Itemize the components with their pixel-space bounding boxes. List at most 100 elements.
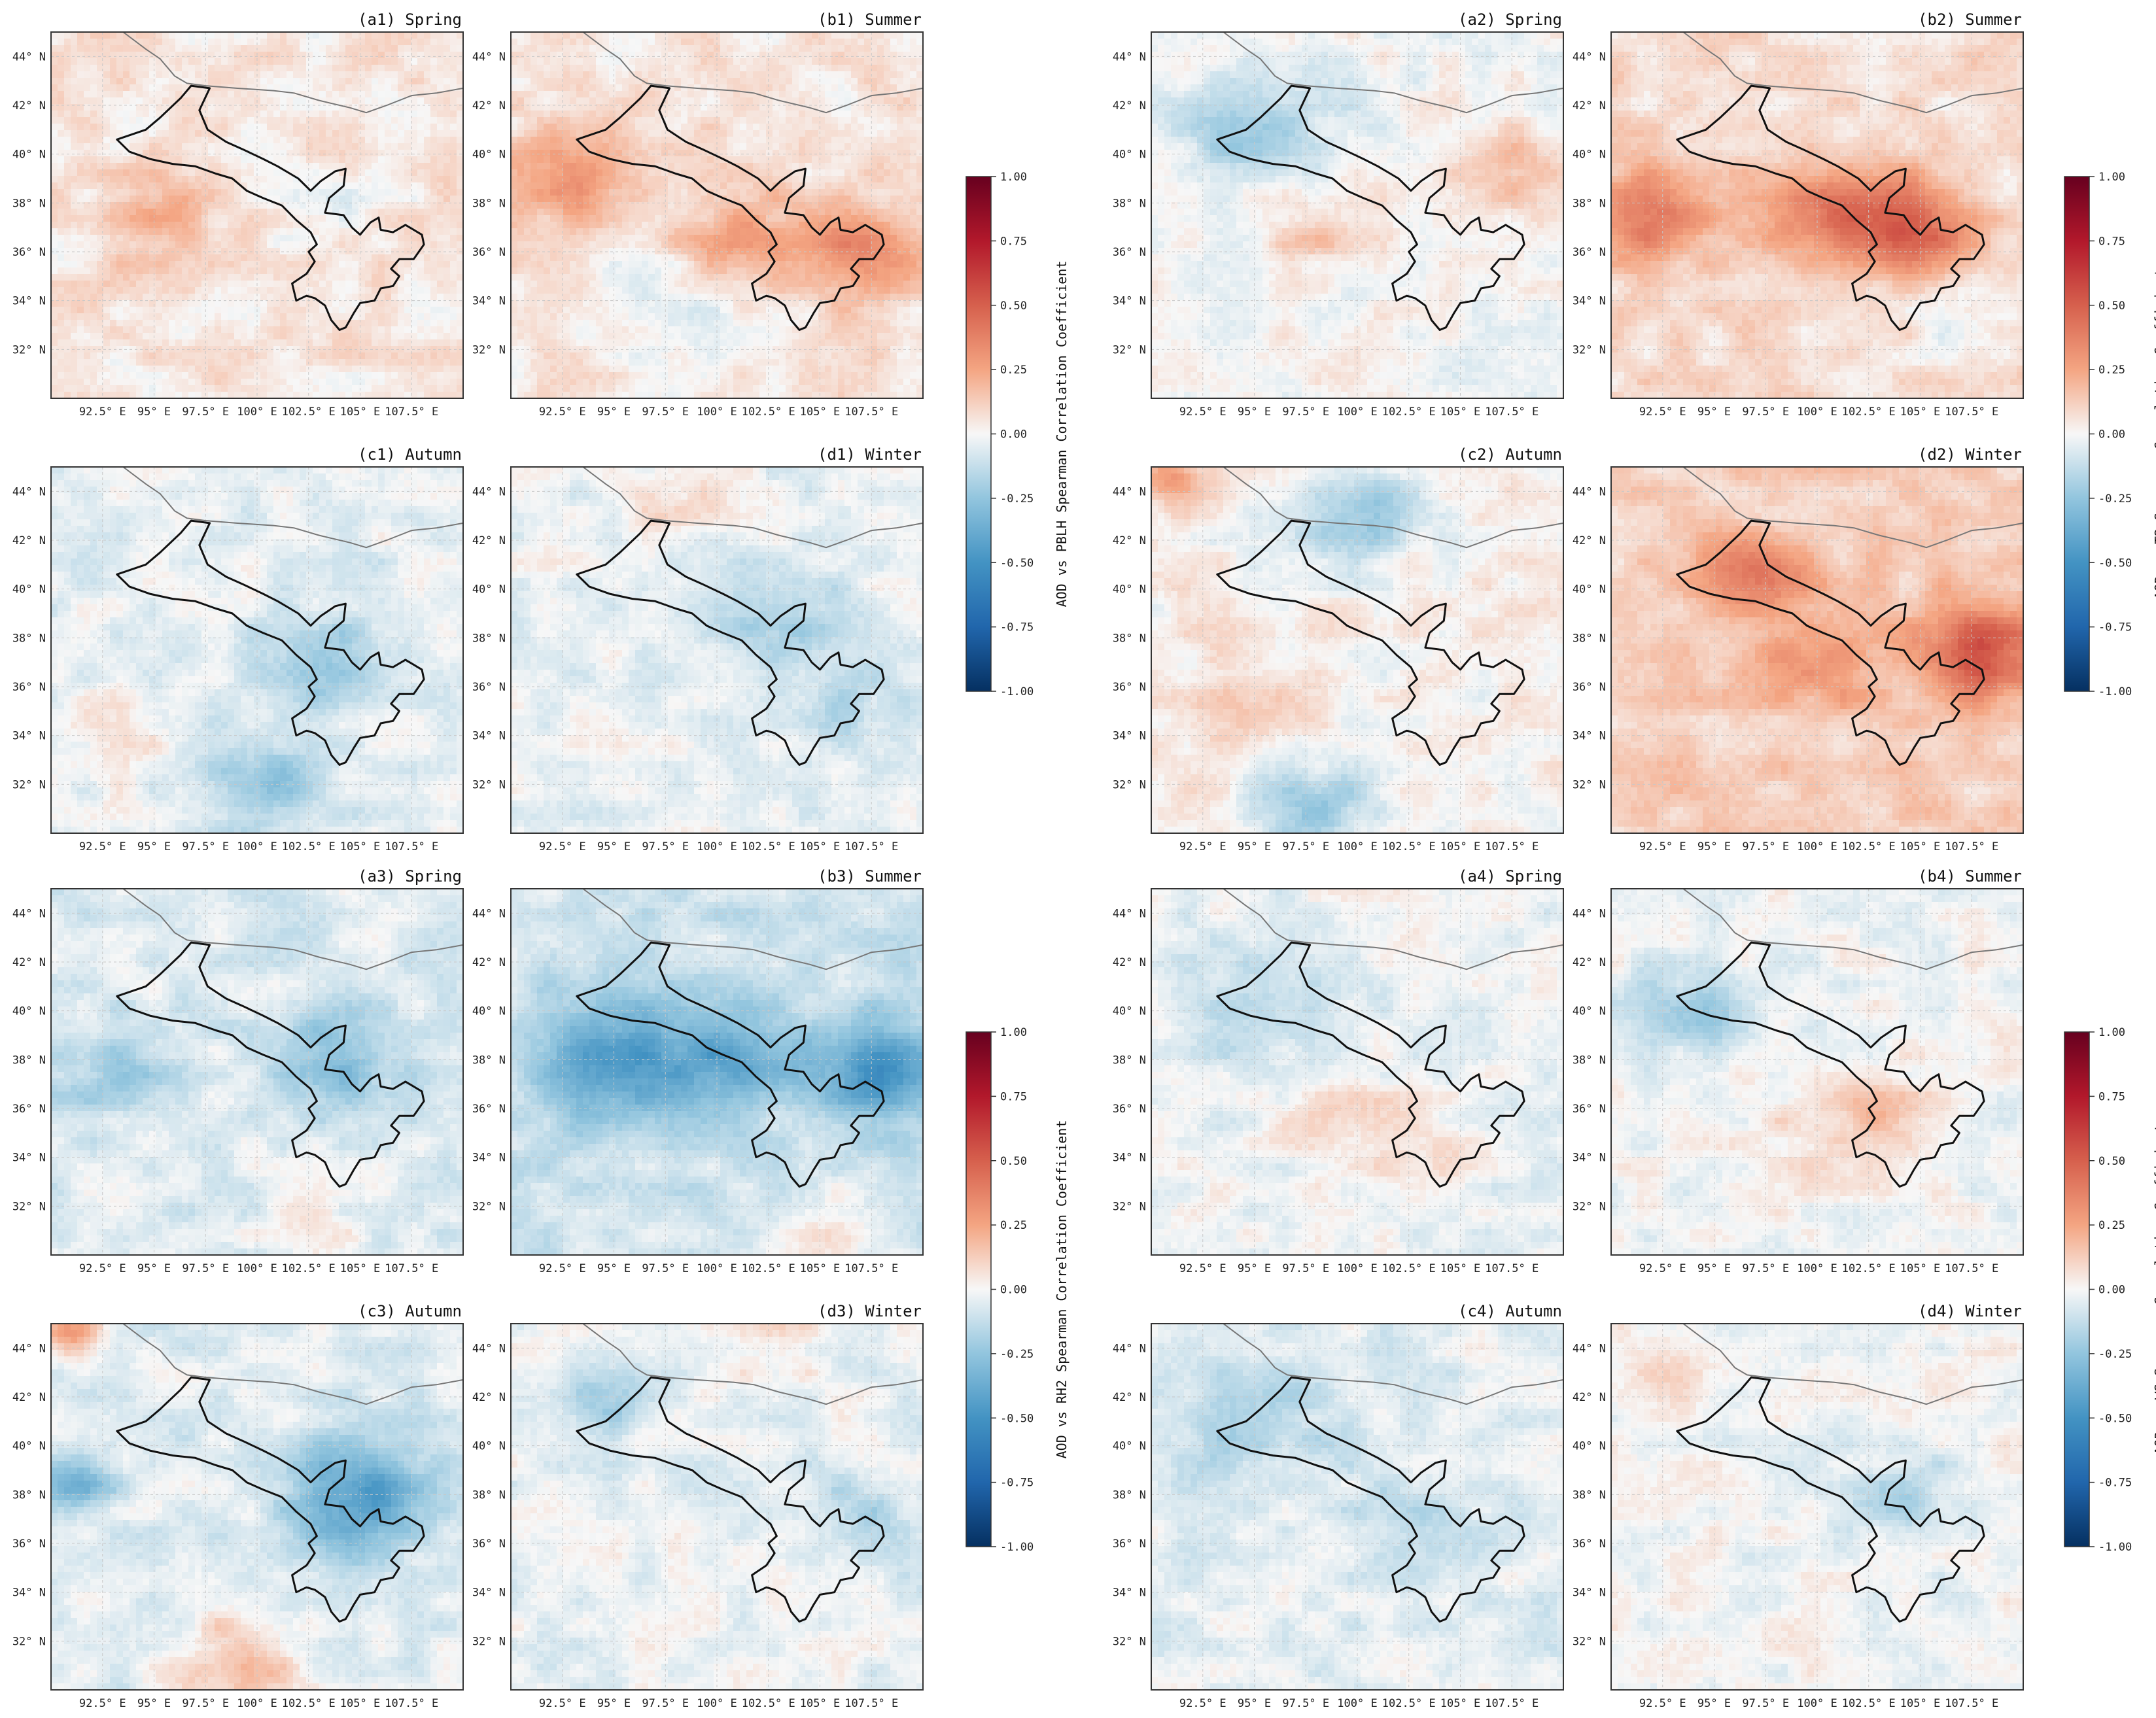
- heatmap-cell: [84, 261, 91, 268]
- heatmap-cell: [51, 228, 58, 235]
- heatmap-cell: [103, 150, 111, 157]
- heatmap-cell: [84, 228, 91, 235]
- heatmap-cell: [116, 78, 124, 85]
- heatmap-cell: [84, 150, 91, 157]
- heatmap-cell: [103, 372, 111, 379]
- heatmap-cell: [77, 189, 84, 196]
- heatmap-cell: [110, 169, 117, 177]
- heatmap-cell: [110, 209, 117, 216]
- heatmap-cell: [123, 52, 130, 59]
- heatmap-cell: [116, 235, 124, 242]
- heatmap-cell: [84, 235, 91, 242]
- heatmap-cell: [123, 39, 130, 46]
- heatmap-cell: [84, 52, 91, 59]
- heatmap-cell: [110, 156, 117, 163]
- heatmap-cell: [116, 124, 124, 131]
- heatmap-cell: [84, 130, 91, 137]
- heatmap-cell: [58, 248, 65, 255]
- heatmap-cell: [103, 176, 111, 183]
- heatmap-cell: [84, 84, 91, 92]
- heatmap-cell: [110, 267, 117, 275]
- heatmap-cell: [77, 58, 84, 65]
- heatmap-cell: [64, 313, 71, 320]
- heatmap-cell: [77, 300, 84, 307]
- heatmap-cell: [77, 254, 84, 262]
- heatmap-cell: [64, 65, 71, 72]
- heatmap-cell: [51, 254, 58, 262]
- heatmap-cell: [110, 222, 117, 229]
- heatmap-cell: [84, 281, 91, 288]
- heatmap-cell: [71, 222, 78, 229]
- heatmap-cell: [103, 32, 111, 39]
- heatmap-cell: [71, 189, 78, 196]
- heatmap-cell: [103, 39, 111, 46]
- heatmap-cell: [64, 84, 71, 92]
- heatmap-cell: [58, 58, 65, 65]
- heatmap-cell: [77, 176, 84, 183]
- heatmap-cell: [90, 65, 97, 72]
- heatmap-cell: [77, 52, 84, 59]
- heatmap-cell: [90, 156, 97, 163]
- heatmap-cell: [103, 274, 111, 281]
- heatmap-cell: [110, 78, 117, 85]
- heatmap-cell: [116, 91, 124, 98]
- heatmap-cell: [51, 117, 58, 124]
- heatmap-cell: [84, 254, 91, 262]
- heatmap-cell: [103, 320, 111, 327]
- heatmap-cell: [71, 58, 78, 65]
- heatmap-cell: [77, 209, 84, 216]
- heatmap-cell: [103, 222, 111, 229]
- heatmap-cell: [71, 287, 78, 294]
- heatmap-cell: [64, 215, 71, 222]
- heatmap-cell: [71, 326, 78, 334]
- heatmap-cell: [84, 379, 91, 386]
- heatmap-cell: [51, 359, 58, 366]
- heatmap-cell: [116, 215, 124, 222]
- heatmap-cell: [58, 228, 65, 235]
- heatmap-cell: [58, 352, 65, 360]
- heatmap-cell: [110, 111, 117, 118]
- heatmap-cell: [77, 71, 84, 78]
- heatmap-cell: [123, 196, 130, 203]
- heatmap-cell: [51, 39, 58, 46]
- heatmap-cell: [103, 313, 111, 320]
- heatmap-cell: [90, 333, 97, 340]
- heatmap-cell: [77, 313, 84, 320]
- heatmap-cell: [116, 366, 124, 373]
- heatmap-cell: [51, 91, 58, 98]
- heatmap-cell: [90, 326, 97, 334]
- heatmap-cell: [64, 352, 71, 360]
- heatmap-cell: [90, 130, 97, 137]
- heatmap-cell: [64, 254, 71, 262]
- heatmap-cell: [103, 156, 111, 163]
- heatmap-cell: [77, 274, 84, 281]
- heatmap-cell: [84, 137, 91, 144]
- heatmap-cell: [90, 294, 97, 301]
- heatmap-cell: [84, 320, 91, 327]
- heatmap-cell: [116, 130, 124, 137]
- figure-canvas: (a1) Spring92.5° E 95° E 97.5° E 100° E 102.…: [0, 0, 2156, 1718]
- heatmap-cell: [90, 143, 97, 150]
- heatmap-cell: [110, 124, 117, 131]
- heatmap-cell: [58, 294, 65, 301]
- heatmap-cell: [58, 169, 65, 177]
- heatmap-cell: [110, 300, 117, 307]
- heatmap-cell: [64, 196, 71, 203]
- heatmap-cell: [84, 163, 91, 170]
- heatmap-cell: [51, 45, 58, 52]
- heatmap-cell: [90, 163, 97, 170]
- heatmap-cell: [71, 385, 78, 392]
- heatmap-cell: [58, 189, 65, 196]
- heatmap-cell: [103, 111, 111, 118]
- heatmap-cell: [90, 52, 97, 59]
- heatmap-cell: [64, 274, 71, 281]
- heatmap-cell: [123, 320, 130, 327]
- heatmap-cell: [77, 91, 84, 98]
- heatmap-cell: [116, 385, 124, 392]
- heatmap-cell: [90, 111, 97, 118]
- heatmap-cell: [51, 124, 58, 131]
- heatmap-cell: [84, 91, 91, 98]
- heatmap-cell: [58, 379, 65, 386]
- heatmap-cell: [58, 117, 65, 124]
- heatmap-cell: [123, 163, 130, 170]
